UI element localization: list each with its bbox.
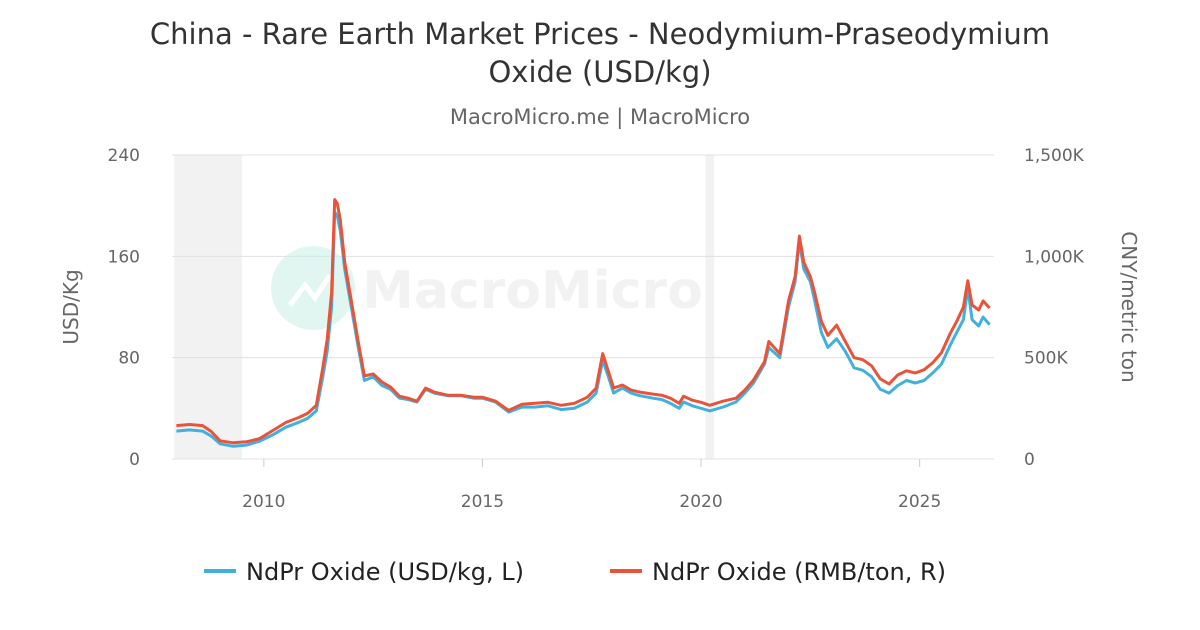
x-tick-label: 2015 [461,492,504,512]
legend-label-rmb: NdPr Oxide (RMB/ton, R) [652,558,946,586]
recession-shading-layer [174,155,715,459]
x-tick-label: 2010 [242,492,285,512]
right-axis-ticks: 0 500K 1,000K 1,500K [1024,146,1085,470]
series-line-usd[interactable] [176,210,991,448]
legend: NdPr Oxide (USD/kg, L) NdPr Oxide (RMB/t… [204,558,946,586]
shaded-period-1 [705,155,715,459]
left-tick-label: 240 [108,146,140,166]
legend-item-usd[interactable]: NdPr Oxide (USD/kg, L) [204,558,524,586]
series-line-rmb[interactable] [176,198,991,445]
watermark-logo-mark [288,273,333,307]
right-tick-label: 500K [1024,349,1068,369]
left-axis-title: USD/Kg [59,269,83,344]
left-tick-label: 0 [129,450,140,470]
left-tick-label: 80 [118,349,140,369]
watermark: MacroMicro [271,246,703,330]
left-axis-ticks: 0 80 160 240 [108,146,140,470]
right-tick-label: 1,000K [1024,247,1085,267]
legend-item-rmb[interactable]: NdPr Oxide (RMB/ton, R) [610,558,946,586]
legend-label-usd: NdPr Oxide (USD/kg, L) [246,558,524,586]
x-tick-label: 2020 [679,492,722,512]
right-tick-label: 0 [1024,450,1035,470]
right-tick-label: 1,500K [1024,146,1085,166]
left-tick-label: 160 [108,247,140,267]
shaded-period-0 [174,155,242,459]
right-axis-title: CNY/metric ton [1117,231,1141,382]
chart-subtitle: MacroMicro.me | MacroMicro [450,105,750,130]
x-axis-ticks: 2010 2015 2020 2025 [242,459,941,512]
series-layer [176,198,991,448]
chart-title-line-1: China - Rare Earth Market Prices - Neody… [150,17,1050,51]
x-tick-label: 2025 [898,492,941,512]
chart-title-line-2: Oxide (USD/kg) [488,55,711,89]
watermark-text: MacroMicro [362,261,703,321]
